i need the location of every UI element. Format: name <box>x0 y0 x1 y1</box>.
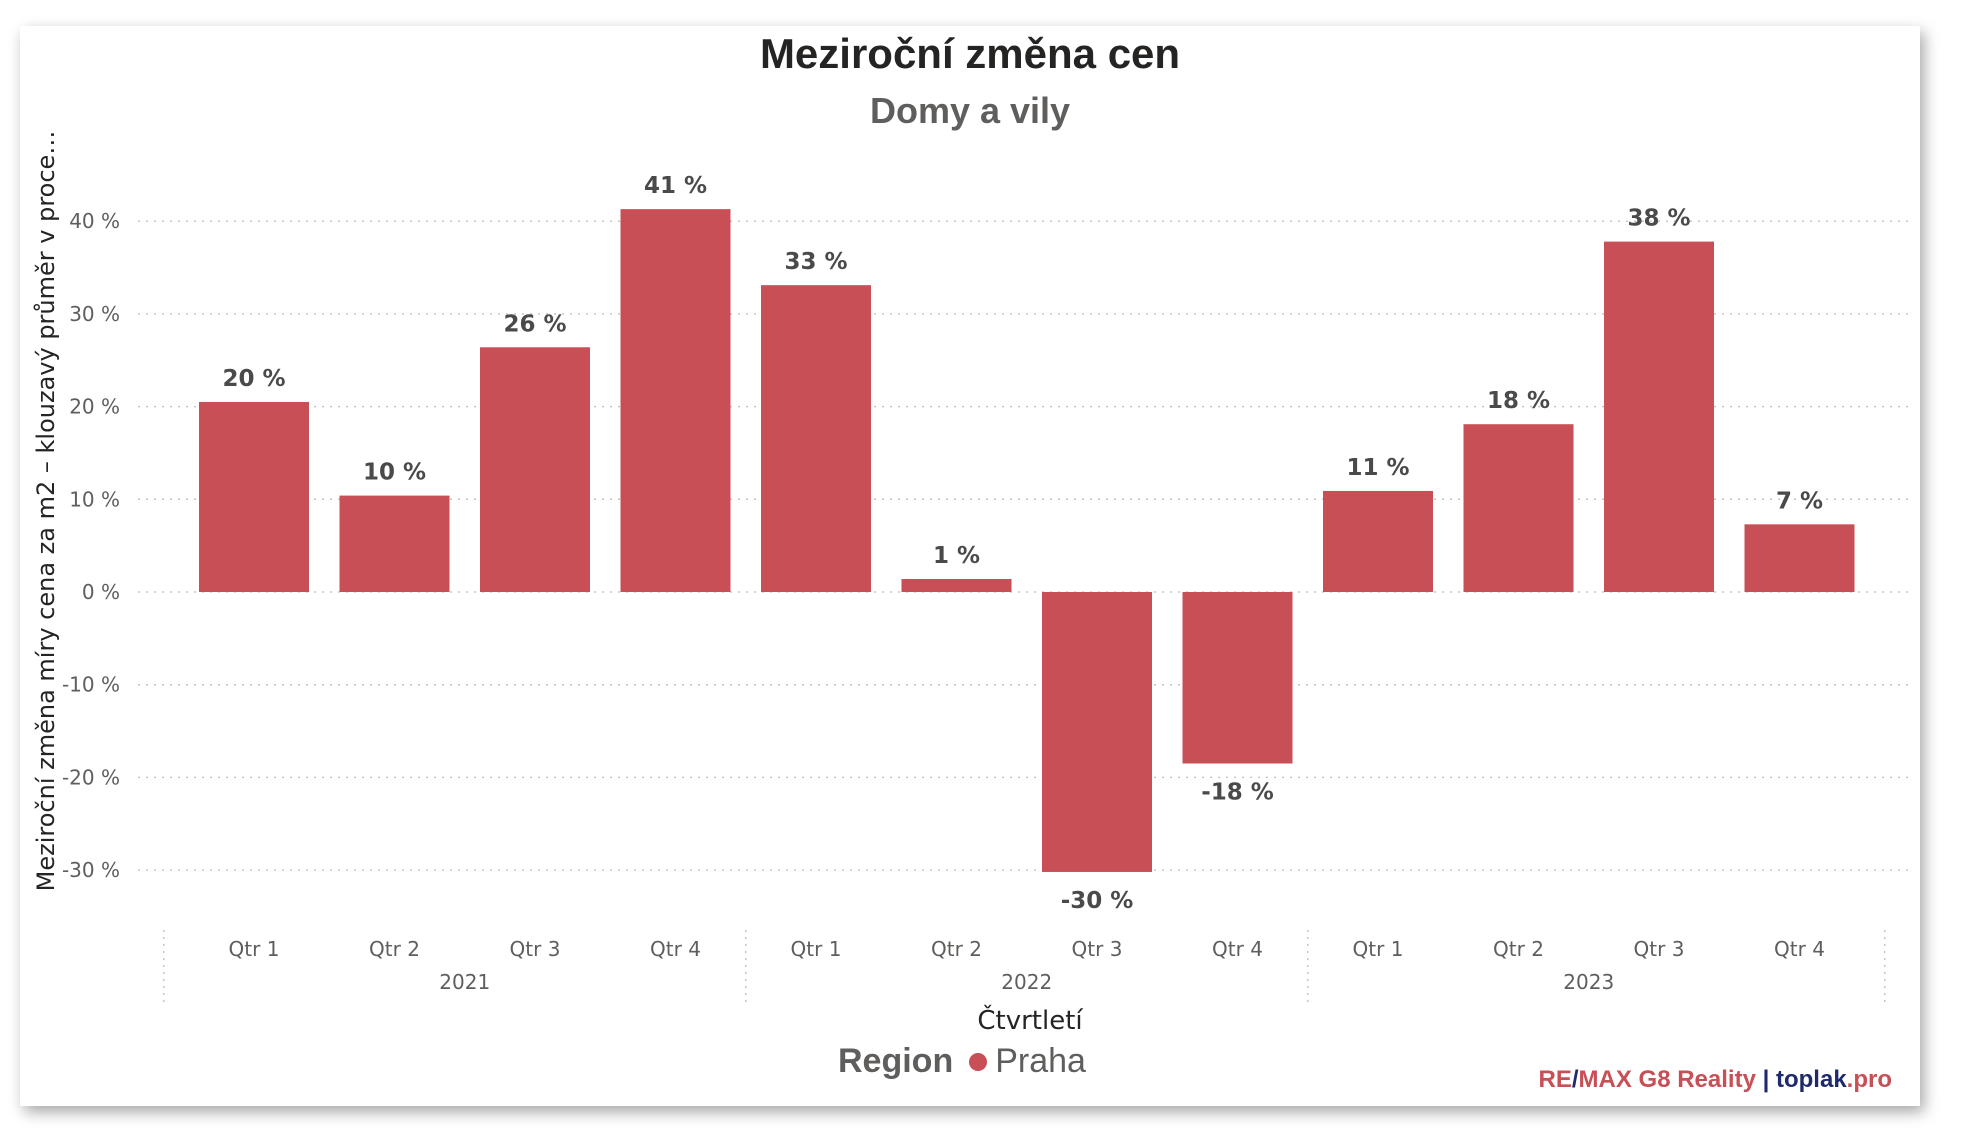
y-tick-label: -30 % <box>62 858 120 882</box>
credit-slash: / <box>1571 1066 1579 1093</box>
data-label: -30 % <box>1061 888 1134 914</box>
x-tick-label: Qtr 2 <box>931 937 982 961</box>
bar <box>761 285 871 592</box>
bar <box>1323 490 1433 592</box>
credit-toplak: toplak <box>1775 1066 1847 1093</box>
y-axis-title: Meziroční změna míry cena za m2 – klouza… <box>32 131 60 892</box>
x-tick-label: Qtr 4 <box>1212 937 1263 961</box>
bar-chart: -30 % -20 % -10 % 0 % 10 % 20 % 30 % 40 % Meziro… <box>32 131 1910 1036</box>
y-tick-label: 0 % <box>82 580 120 604</box>
x-axis-title: Čtvrtletí <box>977 1004 1083 1036</box>
bar <box>1463 424 1574 592</box>
x-group-label: 2022 <box>1001 970 1052 994</box>
x-tick-label: Qtr 3 <box>1634 937 1685 961</box>
bar <box>199 401 309 592</box>
y-tick-label: 30 % <box>69 302 120 326</box>
data-label: 1 % <box>933 543 980 569</box>
bar <box>1042 592 1152 872</box>
credit-separator: | <box>1762 1066 1770 1093</box>
bar <box>1744 524 1855 592</box>
x-tick-label: Qtr 1 <box>791 937 842 961</box>
chart-title: Meziroční změna cen <box>759 30 1181 77</box>
bar <box>1182 592 1293 764</box>
x-group-label: 2023 <box>1563 970 1614 994</box>
data-label: 20 % <box>222 366 285 392</box>
y-tick-label: 10 % <box>69 487 120 511</box>
bar <box>480 347 590 592</box>
x-group-label: 2021 <box>439 970 490 994</box>
bar <box>901 579 1012 592</box>
credit-toplak-tld: .pro <box>1846 1066 1892 1093</box>
bar <box>339 495 450 592</box>
bar <box>620 209 731 593</box>
data-label: 33 % <box>784 249 847 275</box>
legend-label: Praha <box>995 1042 1086 1080</box>
legend: Region Praha <box>838 1042 1086 1081</box>
chart-card: Meziroční změna cen Domy a vily -30 % -20… <box>20 26 1920 1106</box>
data-label: 18 % <box>1487 388 1550 414</box>
y-tick-label: 20 % <box>69 395 120 419</box>
x-tick-label: Qtr 4 <box>650 937 701 961</box>
credit: RE/MAX G8 Reality | toplak.pro <box>1539 1066 1892 1094</box>
x-tick-label: Qtr 2 <box>1493 937 1544 961</box>
bar <box>1604 241 1714 592</box>
x-tick-label: Qtr 3 <box>510 937 561 961</box>
y-tick-label: -10 % <box>62 673 120 697</box>
data-label: -18 % <box>1201 779 1274 805</box>
credit-remax-re: RE <box>1538 1066 1572 1093</box>
x-tick-label: Qtr 1 <box>229 937 280 961</box>
data-label: 26 % <box>503 311 566 337</box>
y-tick-label: 40 % <box>69 209 120 233</box>
data-label: 38 % <box>1627 206 1690 232</box>
x-tick-label: Qtr 2 <box>369 937 420 961</box>
data-label: 7 % <box>1776 488 1823 514</box>
data-label: 11 % <box>1346 455 1409 481</box>
x-tick-label: Qtr 4 <box>1774 937 1825 961</box>
credit-remax-name: MAX G8 Reality <box>1578 1066 1756 1093</box>
legend-marker <box>969 1052 988 1071</box>
legend-title: Region <box>838 1042 954 1080</box>
y-tick-label: -20 % <box>62 765 120 789</box>
data-label: 10 % <box>363 460 426 486</box>
x-tick-label: Qtr 3 <box>1072 937 1123 961</box>
x-tick-label: Qtr 1 <box>1353 937 1404 961</box>
data-label: 41 % <box>644 173 707 199</box>
chart-subtitle: Domy a vily <box>869 90 1071 131</box>
